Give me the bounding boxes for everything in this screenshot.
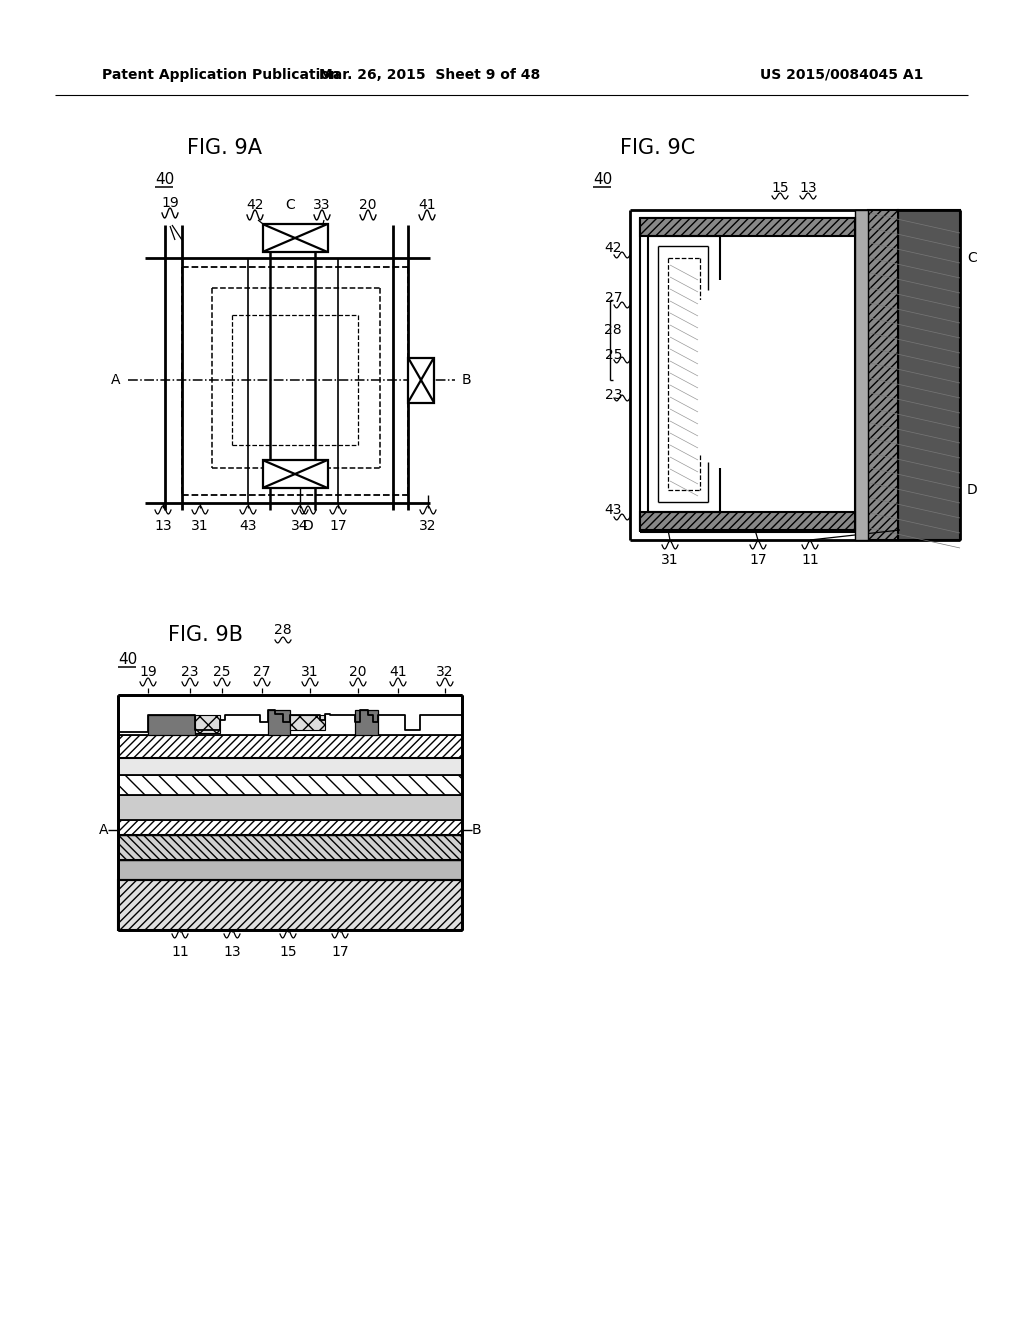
Text: Patent Application Publication: Patent Application Publication	[102, 69, 340, 82]
Text: 25: 25	[604, 348, 622, 362]
Text: D: D	[303, 519, 313, 533]
Text: 17: 17	[331, 945, 349, 960]
Bar	[118, 696, 462, 735]
Bar	[408, 358, 434, 403]
Bar	[118, 758, 462, 775]
Text: A: A	[111, 374, 120, 387]
Text: 34: 34	[291, 519, 309, 533]
Text: 43: 43	[240, 519, 257, 533]
Bar	[118, 820, 462, 836]
Text: 31: 31	[662, 553, 679, 568]
Text: 15: 15	[280, 945, 297, 960]
Text: 13: 13	[155, 519, 172, 533]
Text: 17: 17	[750, 553, 767, 568]
Bar	[262, 224, 328, 252]
Text: 27: 27	[604, 290, 622, 305]
Bar	[855, 210, 868, 540]
Bar	[118, 861, 462, 880]
Text: 17: 17	[329, 519, 347, 533]
Bar	[898, 210, 961, 540]
Polygon shape	[670, 260, 712, 488]
Text: 42: 42	[246, 198, 264, 213]
Text: 20: 20	[349, 665, 367, 678]
Text: 41: 41	[389, 665, 407, 678]
Text: 42: 42	[604, 242, 622, 255]
Text: 43: 43	[604, 503, 622, 517]
Text: 31: 31	[301, 665, 318, 678]
Bar	[355, 710, 378, 735]
Bar	[630, 210, 855, 540]
Text: 40: 40	[118, 652, 137, 668]
Bar	[118, 836, 462, 861]
Text: 40: 40	[593, 173, 612, 187]
Bar	[640, 512, 855, 531]
Bar	[195, 715, 220, 733]
Bar	[290, 715, 325, 730]
Text: B: B	[472, 822, 481, 837]
Text: D: D	[967, 483, 977, 498]
Text: FIG. 9C: FIG. 9C	[620, 139, 695, 158]
Bar	[118, 735, 462, 758]
Text: B: B	[462, 374, 472, 387]
Text: A: A	[98, 822, 108, 837]
Text: FIG. 9A: FIG. 9A	[187, 139, 262, 158]
Text: C: C	[285, 198, 295, 213]
Text: 13: 13	[799, 181, 817, 195]
Text: 13: 13	[223, 945, 241, 960]
Text: 19: 19	[139, 665, 157, 678]
Bar	[262, 459, 328, 488]
Bar	[118, 880, 462, 931]
Bar	[868, 210, 898, 540]
Text: Mar. 26, 2015  Sheet 9 of 48: Mar. 26, 2015 Sheet 9 of 48	[319, 69, 541, 82]
Text: US 2015/0084045 A1: US 2015/0084045 A1	[760, 69, 924, 82]
Text: 32: 32	[436, 665, 454, 678]
Text: 20: 20	[359, 198, 377, 213]
Text: 28: 28	[274, 623, 292, 638]
Text: 25: 25	[213, 665, 230, 678]
Text: 40: 40	[155, 173, 174, 187]
Text: 32: 32	[419, 519, 437, 533]
Bar	[118, 775, 462, 795]
Text: 19: 19	[161, 195, 179, 210]
Text: 28: 28	[604, 323, 622, 337]
Text: 31: 31	[191, 519, 209, 533]
Text: FIG. 9B: FIG. 9B	[168, 624, 243, 645]
Text: 11: 11	[171, 945, 188, 960]
Text: 23: 23	[181, 665, 199, 678]
Text: 11: 11	[801, 553, 819, 568]
Polygon shape	[660, 248, 720, 500]
Text: 15: 15	[771, 181, 788, 195]
Bar	[148, 715, 195, 735]
Bar	[118, 795, 462, 820]
Text: 41: 41	[418, 198, 436, 213]
Text: 27: 27	[253, 665, 270, 678]
Bar	[640, 218, 855, 236]
Text: 23: 23	[604, 388, 622, 403]
Text: C: C	[967, 251, 977, 265]
Bar	[268, 710, 290, 735]
Text: 33: 33	[313, 198, 331, 213]
